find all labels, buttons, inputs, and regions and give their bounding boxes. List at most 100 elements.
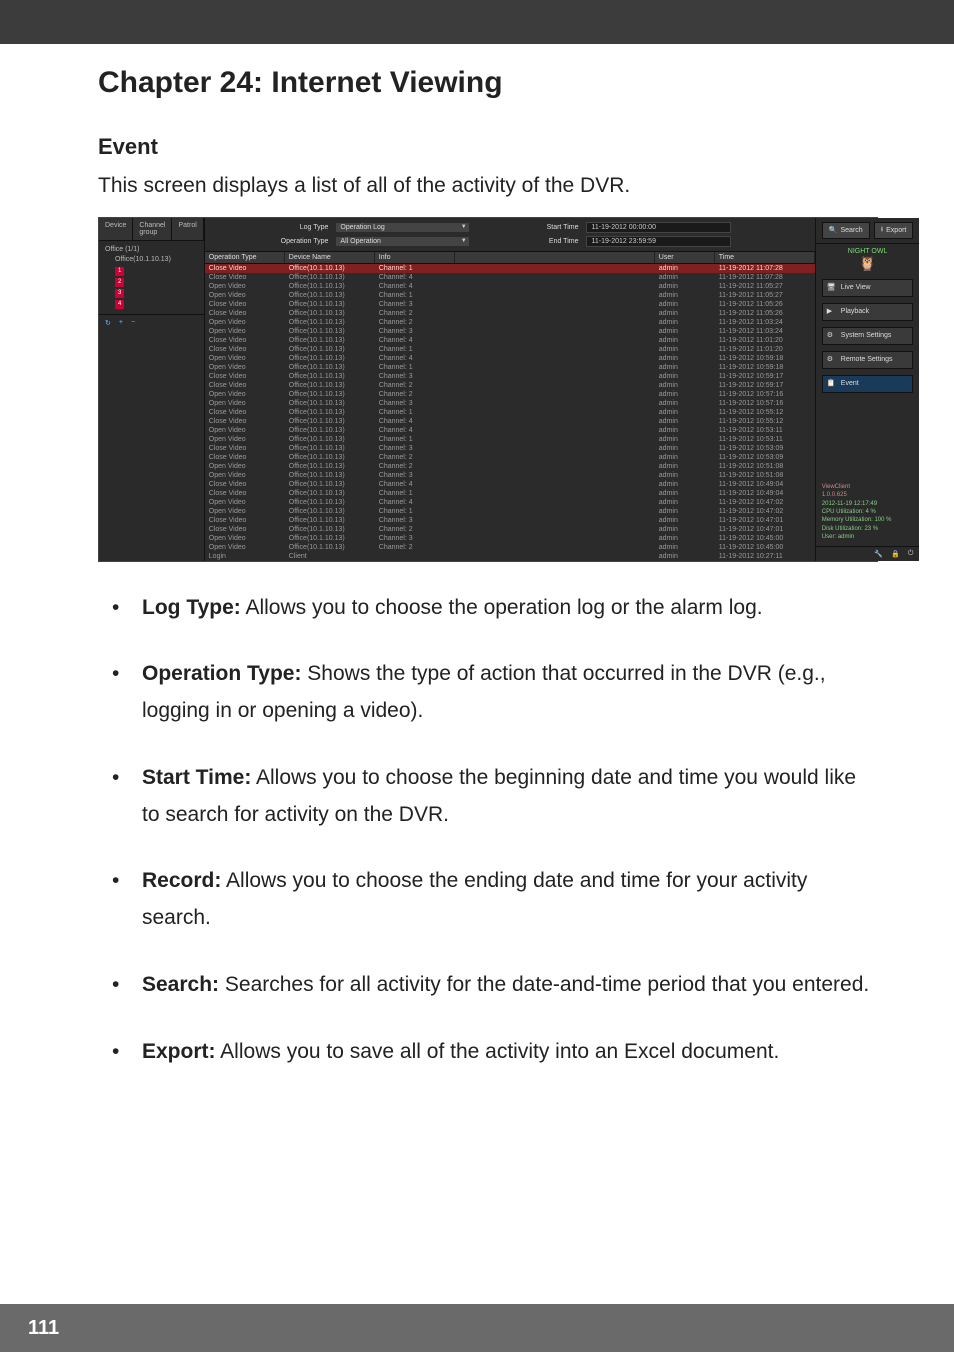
table-cell: admin [655,345,715,354]
table-row[interactable]: LoginClientadmin11-19-2012 10:27:11 [205,552,815,561]
playback-button[interactable]: ▶Playback [822,303,914,321]
table-row[interactable]: Open VideoOffice(10.1.10.13)Channel: 3ad… [205,534,815,543]
list-item: Start Time: Allows you to choose the beg… [98,760,870,834]
table-row[interactable]: Open VideoOffice(10.1.10.13)Channel: 1ad… [205,435,815,444]
lock-icon[interactable]: 🔒 [891,550,900,558]
table-cell: 11-19-2012 11:07:28 [715,273,815,282]
ss-tab-channel-group[interactable]: Channel group [133,218,172,240]
table-cell: admin [655,291,715,300]
table-cell: admin [655,381,715,390]
table-row[interactable]: Open VideoOffice(10.1.10.13)Channel: 4ad… [205,426,815,435]
table-cell: admin [655,552,715,561]
table-cell: Close Video [205,300,285,309]
table-row[interactable]: Open VideoOffice(10.1.10.13)Channel: 2ad… [205,318,815,327]
table-cell [455,381,655,390]
info-cpu-val: 4 % [865,509,875,515]
add-icon[interactable]: + [119,319,123,327]
table-cell: Open Video [205,534,285,543]
table-row[interactable]: Open VideoOffice(10.1.10.13)Channel: 2ad… [205,390,815,399]
table-row[interactable]: Open VideoOffice(10.1.10.13)Channel: 3ad… [205,471,815,480]
table-cell: Channel: 3 [375,471,455,480]
table-cell: admin [655,471,715,480]
table-cell: Channel: 3 [375,444,455,453]
table-cell: admin [655,390,715,399]
table-row[interactable]: Open VideoOffice(10.1.10.13)Channel: 1ad… [205,291,815,300]
table-row[interactable]: Close VideoOffice(10.1.10.13)Channel: 1a… [205,345,815,354]
wrench-icon[interactable]: 🔧 [874,550,883,558]
event-button[interactable]: 📋Event [822,375,914,393]
table-row[interactable]: Close VideoOffice(10.1.10.13)Channel: 3a… [205,372,815,381]
operation-type-dropdown[interactable]: All Operation [336,237,468,246]
table-row[interactable]: Open VideoOffice(10.1.10.13)Channel: 4ad… [205,354,815,363]
table-row[interactable]: Open VideoOffice(10.1.10.13)Channel: 3ad… [205,399,815,408]
export-button[interactable]: ⭳Export [874,222,914,239]
table-row[interactable]: Open VideoOffice(10.1.10.13)Channel: 4ad… [205,498,815,507]
remote-settings-button[interactable]: ⚙Remote Settings [822,351,914,369]
table-cell [455,471,655,480]
info-cpu-label: CPU Utilization: [822,509,864,515]
table-cell: Channel: 1 [375,345,455,354]
table-cell: Open Video [205,282,285,291]
power-icon[interactable]: ⏻ [908,550,914,558]
table-cell: Channel: 3 [375,300,455,309]
table-row[interactable]: Open VideoOffice(10.1.10.13)Channel: 2ad… [205,543,815,552]
table-cell [455,399,655,408]
refresh-icon[interactable]: ↻ [105,319,111,327]
table-cell: Channel: 1 [375,507,455,516]
ss-tree-root[interactable]: Office (1/1) [105,245,198,256]
table-cell: Office(10.1.10.13) [285,363,375,372]
table-row[interactable]: Open VideoOffice(10.1.10.13)Channel: 1ad… [205,363,815,372]
table-cell: 11-19-2012 10:49:04 [715,489,815,498]
live-view-button[interactable]: 🖥Live View [822,279,914,297]
table-row[interactable]: Close VideoOffice(10.1.10.13)Channel: 4a… [205,273,815,282]
table-row[interactable]: Close VideoOffice(10.1.10.13)Channel: 3a… [205,300,815,309]
table-row[interactable]: Open VideoOffice(10.1.10.13)Channel: 2ad… [205,462,815,471]
monitor-icon: 🖥 [827,283,837,293]
table-row[interactable]: Close VideoOffice(10.1.10.13)Channel: 2a… [205,309,815,318]
ss-top-buttons: 🔍Search ⭳Export [816,218,920,244]
table-row[interactable]: Close VideoOffice(10.1.10.13)Channel: 2a… [205,453,815,462]
list-desc: Allows you to choose the operation log o… [241,596,763,619]
table-cell: 11-19-2012 10:57:16 [715,390,815,399]
table-cell [455,498,655,507]
list-item: Record: Allows you to choose the ending … [98,863,870,937]
table-cell: admin [655,426,715,435]
table-row[interactable]: Close VideoOffice(10.1.10.13)Channel: 2a… [205,525,815,534]
table-cell: Close Video [205,345,285,354]
ss-tab-device[interactable]: Device [99,218,133,240]
ss-ch-3[interactable]: 3 [115,289,124,298]
table-cell: 11-19-2012 10:53:11 [715,426,815,435]
table-row[interactable]: Close VideoOffice(10.1.10.13)Channel: 4a… [205,417,815,426]
ss-tree-child[interactable]: Office(10.1.10.13) [105,255,198,266]
table-cell: Close Video [205,489,285,498]
table-row[interactable]: Close VideoOffice(10.1.10.13)Channel: 4a… [205,480,815,489]
table-row[interactable]: Close VideoOffice(10.1.10.13)Channel: 1a… [205,264,815,273]
table-cell: Office(10.1.10.13) [285,336,375,345]
ss-tab-patrol[interactable]: Patrol [172,218,203,240]
remove-icon[interactable]: − [131,319,135,327]
table-row[interactable]: Close VideoOffice(10.1.10.13)Channel: 1a… [205,489,815,498]
table-row[interactable]: Close VideoOffice(10.1.10.13)Channel: 3a… [205,444,815,453]
system-settings-button[interactable]: ⚙System Settings [822,327,914,345]
table-row[interactable]: Close VideoOffice(10.1.10.13)Channel: 4a… [205,336,815,345]
log-type-dropdown[interactable]: Operation Log [336,223,468,232]
ss-ch-4[interactable]: 4 [115,300,124,309]
search-button[interactable]: 🔍Search [822,222,870,239]
table-cell: Office(10.1.10.13) [285,300,375,309]
table-cell: 11-19-2012 11:01:20 [715,345,815,354]
col-op-type: Operation Type [205,252,285,263]
table-cell [455,390,655,399]
start-time-input[interactable]: 11-19-2012 00:00:00 [586,222,730,233]
table-cell: Channel: 2 [375,318,455,327]
table-row[interactable]: Open VideoOffice(10.1.10.13)Channel: 1ad… [205,507,815,516]
end-time-input[interactable]: 11-19-2012 23:59:59 [586,236,730,247]
table-row[interactable]: Close VideoOffice(10.1.10.13)Channel: 1a… [205,408,815,417]
table-cell: Office(10.1.10.13) [285,516,375,525]
table-row[interactable]: Close VideoOffice(10.1.10.13)Channel: 3a… [205,516,815,525]
ss-ch-1[interactable]: 1 [115,267,124,276]
table-row[interactable]: Open VideoOffice(10.1.10.13)Channel: 3ad… [205,327,815,336]
table-row[interactable]: Close VideoOffice(10.1.10.13)Channel: 2a… [205,381,815,390]
table-row[interactable]: Open VideoOffice(10.1.10.13)Channel: 4ad… [205,282,815,291]
table-cell: Channel: 4 [375,273,455,282]
ss-ch-2[interactable]: 2 [115,278,124,287]
